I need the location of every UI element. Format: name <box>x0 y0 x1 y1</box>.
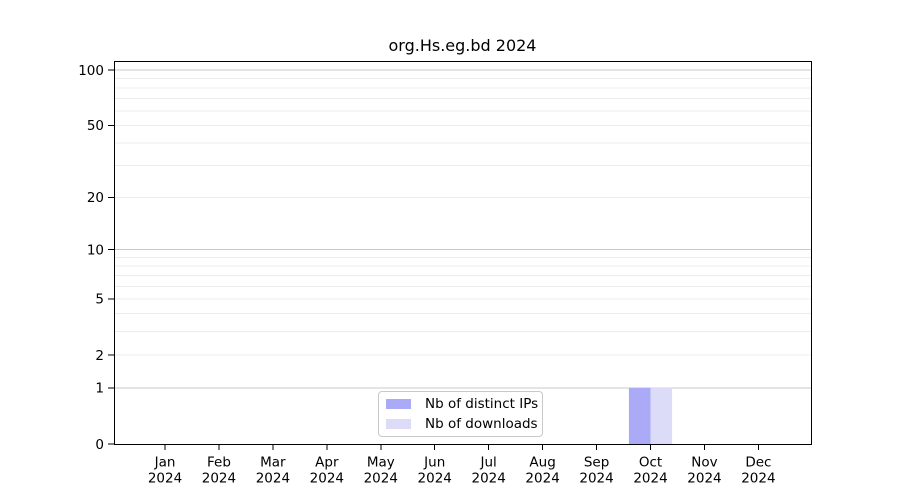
legend: Nb of distinct IPs Nb of downloads <box>378 391 543 437</box>
x-tick-label-year: 2024 <box>471 471 505 487</box>
legend-label-downloads: Nb of downloads <box>425 416 538 432</box>
y-tick-label: 5 <box>95 292 104 308</box>
x-tick-label-month: Dec <box>745 455 771 471</box>
x-tick-label-month: Jun <box>423 455 445 471</box>
plot-border <box>114 61 812 445</box>
x-tick-label-year: 2024 <box>741 471 775 487</box>
x-tick-label-month: May <box>367 455 395 471</box>
y-tick-label: 0 <box>95 437 104 453</box>
x-tick-label-month: Apr <box>315 455 339 471</box>
x-tick-label-month: Jul <box>480 455 497 471</box>
x-tick-label-year: 2024 <box>256 471 290 487</box>
x-tick-label-month: Nov <box>691 455 717 471</box>
x-tick-label-year: 2024 <box>579 471 613 487</box>
x-tick-label-month: Oct <box>639 455 662 471</box>
x-tick-label-month: Mar <box>260 455 286 471</box>
x-tick-label-month: Sep <box>584 455 609 471</box>
legend-swatch-downloads <box>386 419 411 429</box>
legend-item-downloads: Nb of downloads <box>386 416 542 432</box>
x-tick-label-year: 2024 <box>633 471 667 487</box>
x-tick-label-month: Jan <box>154 455 176 471</box>
y-tick-label: 2 <box>95 348 104 364</box>
legend-swatch-distinct-ips <box>386 399 411 409</box>
x-tick-label-year: 2024 <box>310 471 344 487</box>
legend-item-distinct-ips: Nb of distinct IPs <box>386 396 542 412</box>
x-tick-label-month: Feb <box>207 455 231 471</box>
y-tick-label: 1 <box>95 381 104 397</box>
x-tick-label-year: 2024 <box>418 471 452 487</box>
x-tick-label-year: 2024 <box>525 471 559 487</box>
legend-label-distinct-ips: Nb of distinct IPs <box>425 396 539 412</box>
x-tick-label-year: 2024 <box>148 471 182 487</box>
y-tick-label: 20 <box>87 190 104 206</box>
x-tick-label-year: 2024 <box>364 471 398 487</box>
y-tick-label: 50 <box>87 118 104 134</box>
x-tick-label-year: 2024 <box>202 471 236 487</box>
chart-title: org.Hs.eg.bd 2024 <box>388 36 537 55</box>
x-tick-label-month: Aug <box>529 455 555 471</box>
bar-downloads-oct <box>650 387 673 444</box>
bar-distinct-ips-oct <box>628 387 651 444</box>
y-tick-label: 10 <box>87 242 104 258</box>
x-tick-label-year: 2024 <box>687 471 721 487</box>
y-tick-label: 100 <box>78 63 104 79</box>
